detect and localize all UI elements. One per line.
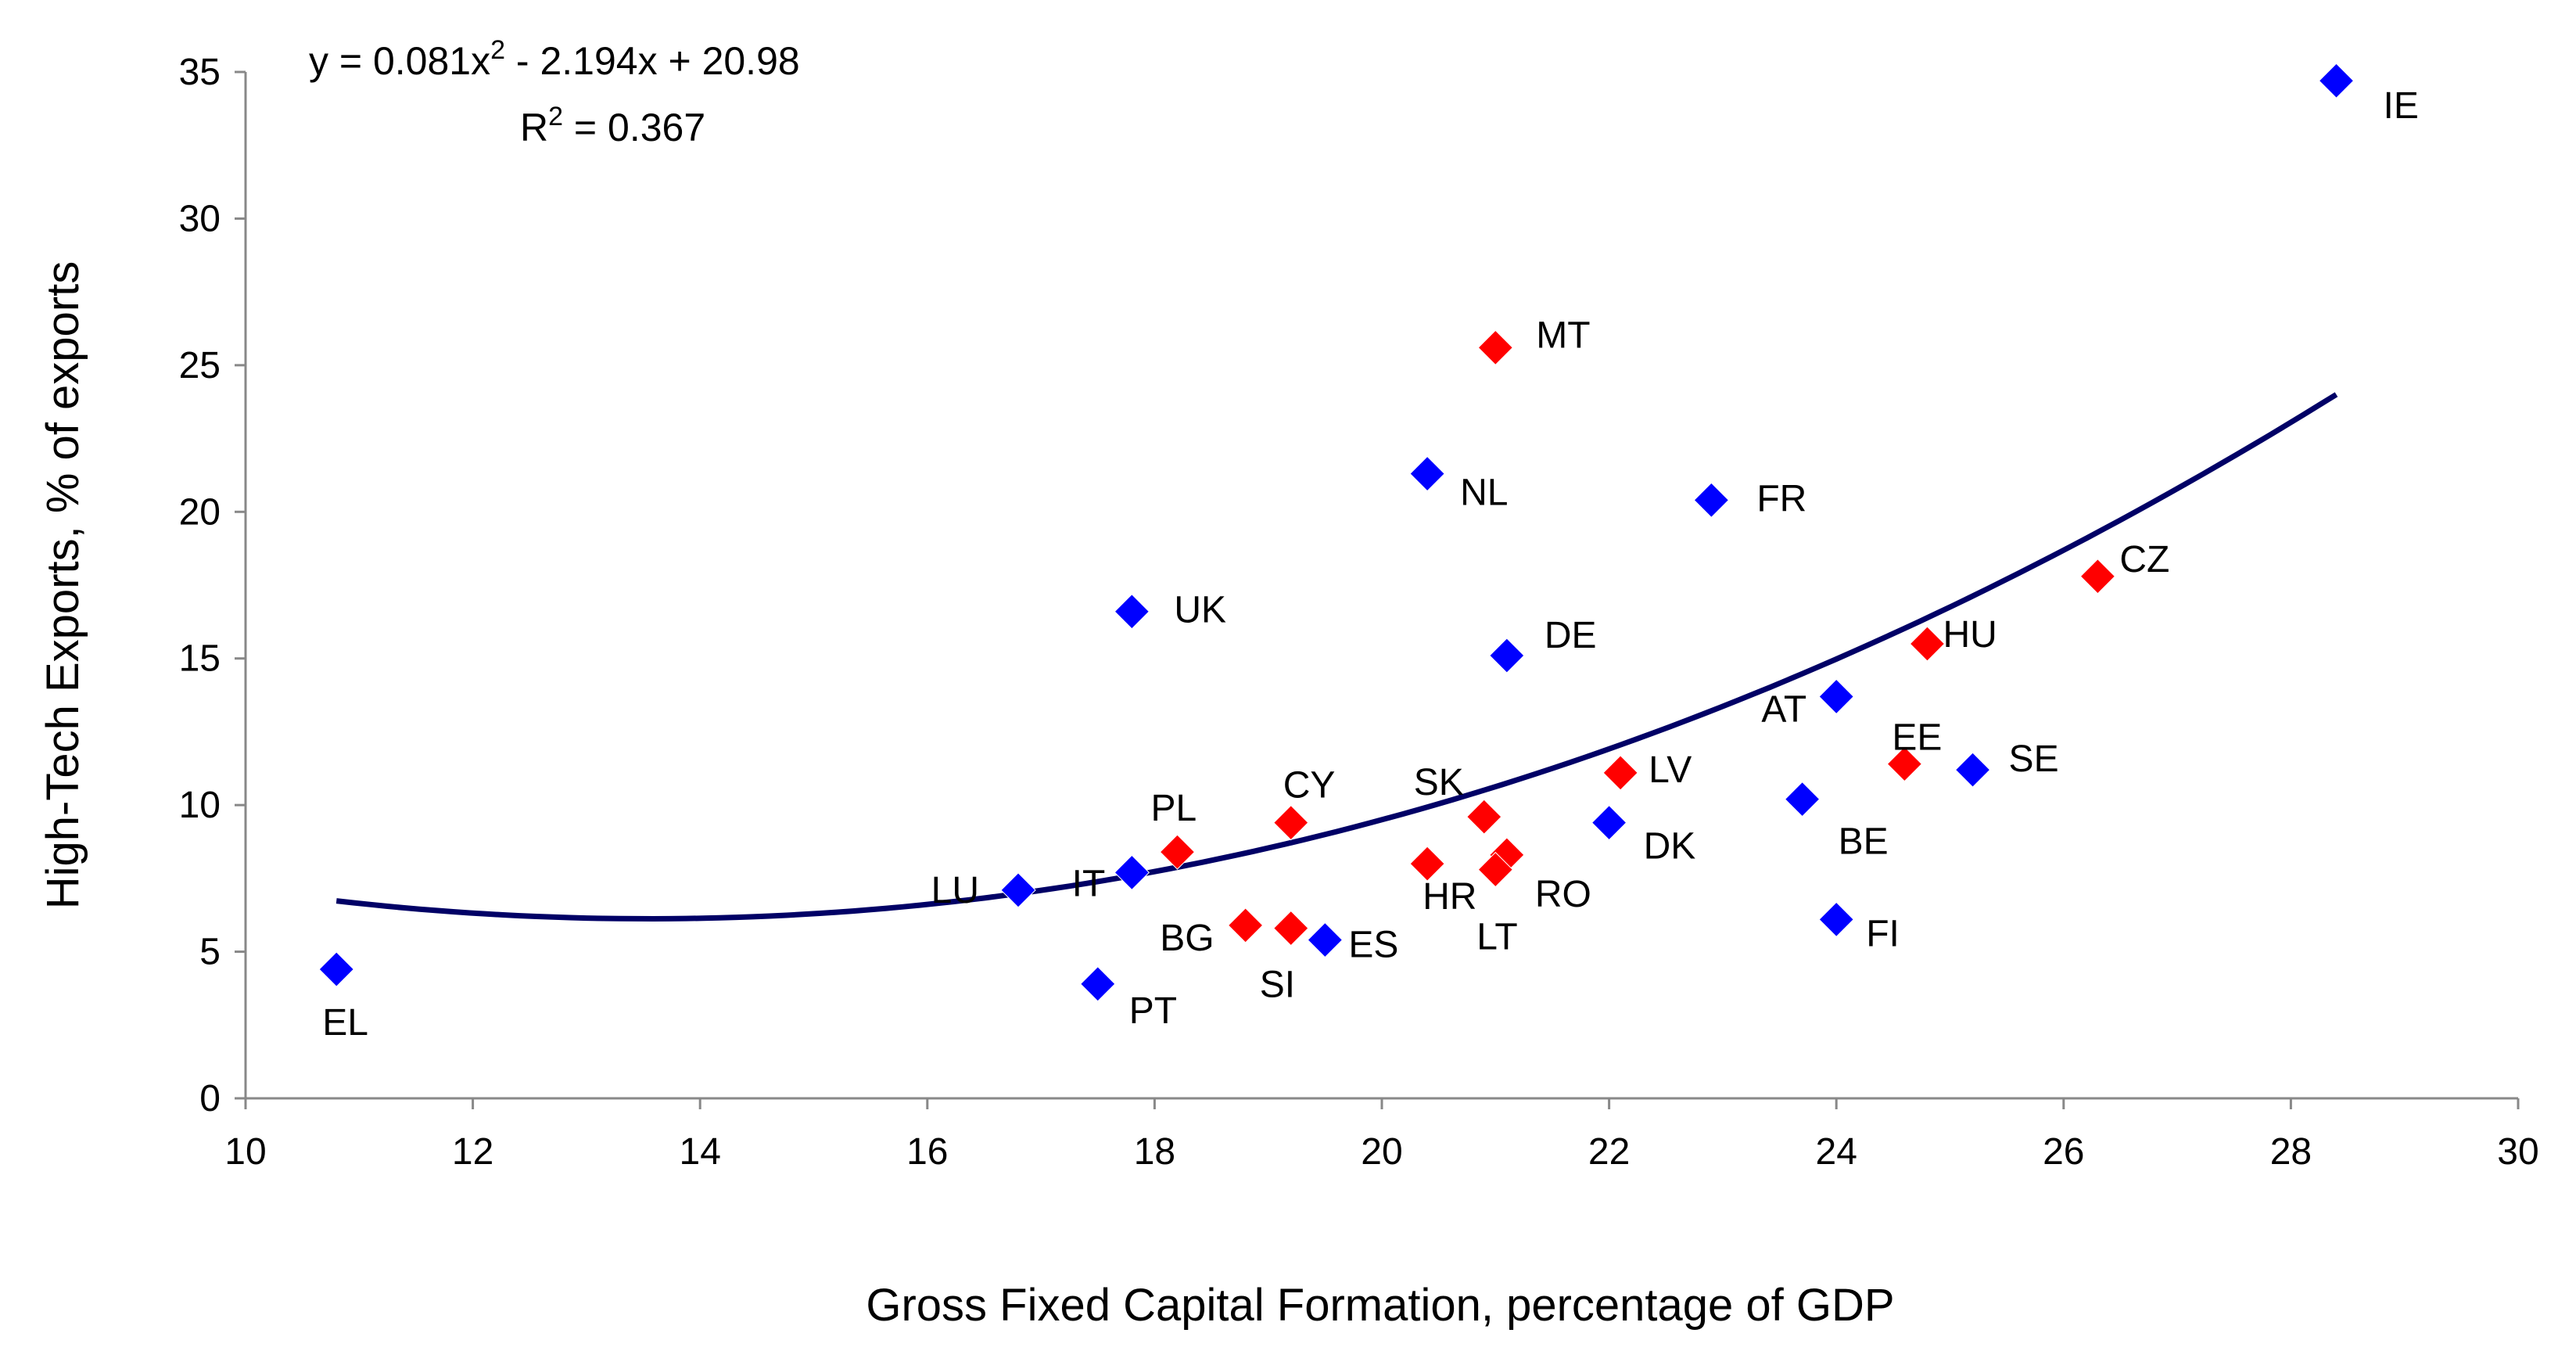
point-dk bbox=[1591, 804, 1627, 841]
point-nl bbox=[1409, 455, 1445, 492]
point-label-uk: UK bbox=[1174, 590, 1226, 631]
point-pt bbox=[1080, 966, 1116, 1002]
x-tick-label: 14 bbox=[680, 1131, 721, 1173]
point-label-mt: MT bbox=[1536, 314, 1590, 356]
point-label-el: EL bbox=[322, 1002, 368, 1044]
x-tick-label: 10 bbox=[224, 1131, 266, 1173]
point-label-it: IT bbox=[1072, 863, 1106, 904]
y-tick-label: 30 bbox=[179, 198, 221, 239]
point-it bbox=[1114, 854, 1150, 891]
point-label-nl: NL bbox=[1460, 472, 1508, 514]
point-label-hu: HU bbox=[1943, 614, 1997, 656]
y-tick-label: 25 bbox=[179, 345, 221, 386]
point-label-be: BE bbox=[1839, 821, 1889, 863]
x-tick-label: 24 bbox=[1816, 1131, 1857, 1173]
point-label-de: DE bbox=[1545, 615, 1597, 656]
point-label-cy: CY bbox=[1283, 765, 1336, 807]
point-sk bbox=[1466, 799, 1502, 835]
point-lu bbox=[1000, 872, 1036, 908]
point-si bbox=[1273, 910, 1309, 947]
point-el bbox=[318, 951, 354, 987]
point-label-es: ES bbox=[1348, 925, 1398, 966]
x-tick-label: 12 bbox=[452, 1131, 493, 1173]
point-pl bbox=[1159, 834, 1196, 870]
y-tick-label: 0 bbox=[199, 1078, 221, 1119]
point-label-pl: PL bbox=[1150, 788, 1197, 829]
point-uk bbox=[1114, 594, 1150, 630]
point-de bbox=[1489, 638, 1525, 674]
point-label-lt: LT bbox=[1476, 917, 1517, 958]
point-se bbox=[1954, 752, 1991, 788]
y-tick-label: 20 bbox=[179, 491, 221, 533]
y-tick-label: 5 bbox=[199, 932, 221, 973]
y-axis-title: High-Tech Exports, % of exports bbox=[38, 261, 88, 909]
x-tick-label: 22 bbox=[1588, 1131, 1630, 1173]
x-tick-label: 26 bbox=[2043, 1131, 2084, 1173]
x-tick-label: 30 bbox=[2497, 1131, 2538, 1173]
r-squared-label: R2 = 0.367 bbox=[520, 102, 705, 149]
point-label-ie: IE bbox=[2384, 85, 2419, 127]
point-hr bbox=[1409, 846, 1445, 882]
x-tick-label: 28 bbox=[2270, 1131, 2312, 1173]
point-be bbox=[1784, 781, 1821, 817]
point-label-si: SI bbox=[1260, 965, 1295, 1006]
x-axis-ticks: 10 12 14 16 18 20 22 24 26 28 30 bbox=[224, 1098, 2539, 1173]
point-label-lv: LV bbox=[1649, 749, 1692, 791]
x-tick-label: 18 bbox=[1134, 1131, 1175, 1173]
point-labels: IE NL FR UK DE AT SE BE DK IT LU FI ES EL PT MT CZ HU EE LV… bbox=[322, 85, 2419, 1044]
point-ee bbox=[1886, 746, 1923, 782]
point-label-bg: BG bbox=[1160, 918, 1214, 959]
point-bg bbox=[1227, 907, 1264, 943]
y-tick-label: 15 bbox=[179, 638, 221, 680]
point-mt bbox=[1477, 329, 1514, 366]
point-label-se: SE bbox=[2009, 738, 2059, 780]
data-points bbox=[318, 63, 2355, 1002]
point-label-ro: RO bbox=[1535, 874, 1591, 915]
point-label-pt: PT bbox=[1129, 990, 1177, 1032]
x-tick-label: 16 bbox=[906, 1131, 948, 1173]
point-fi bbox=[1818, 901, 1854, 938]
point-label-cz: CZ bbox=[2119, 539, 2169, 580]
trendline bbox=[335, 392, 2338, 922]
point-fr bbox=[1693, 482, 1730, 518]
x-axis-title: Gross Fixed Capital Formation, percentag… bbox=[866, 1280, 1894, 1331]
point-label-sk: SK bbox=[1414, 762, 1464, 803]
point-lv bbox=[1602, 755, 1638, 791]
trendline-equation: y = 0.081x2 - 2.194x + 20.98 bbox=[309, 35, 800, 83]
point-label-lu: LU bbox=[931, 870, 979, 911]
point-ie bbox=[2318, 63, 2355, 99]
point-label-fi: FI bbox=[1866, 913, 1900, 954]
point-cy bbox=[1273, 804, 1309, 841]
point-cz bbox=[2079, 559, 2116, 595]
point-label-at: AT bbox=[1761, 688, 1806, 730]
point-at bbox=[1818, 678, 1854, 715]
y-tick-label: 10 bbox=[179, 785, 221, 826]
x-tick-label: 20 bbox=[1361, 1131, 1402, 1173]
point-hu bbox=[1909, 626, 1946, 662]
y-tick-label: 35 bbox=[179, 52, 221, 93]
point-label-hr: HR bbox=[1423, 876, 1476, 918]
y-axis-ticks: 0 5 10 15 20 25 30 35 bbox=[179, 52, 246, 1119]
point-label-ee: EE bbox=[1892, 717, 1942, 759]
point-lt bbox=[1477, 851, 1514, 888]
point-label-dk: DK bbox=[1644, 826, 1696, 868]
point-es bbox=[1307, 922, 1344, 958]
point-label-fr: FR bbox=[1756, 478, 1806, 519]
